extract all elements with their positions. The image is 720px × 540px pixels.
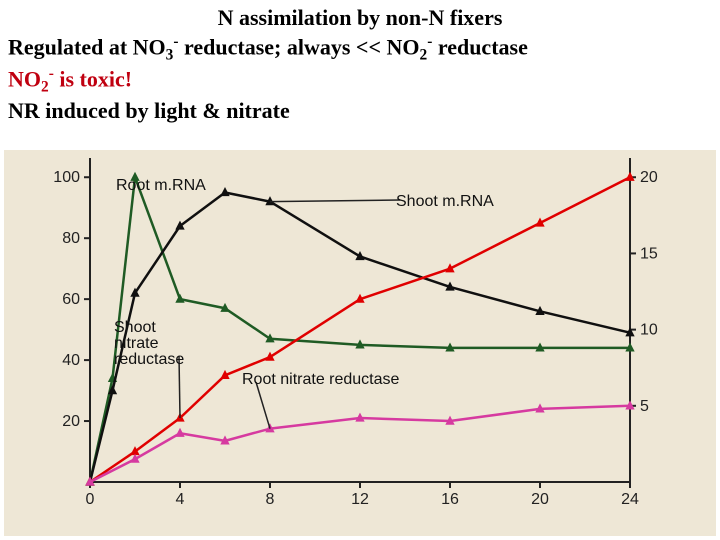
header-line-3: NO2- is toxic!: [8, 64, 712, 97]
svg-text:40: 40: [62, 352, 80, 369]
svg-text:24: 24: [621, 491, 639, 508]
svg-text:4: 4: [176, 491, 185, 508]
svg-text:15: 15: [640, 245, 658, 262]
header-line-2: Regulated at NO3- reductase; always << N…: [8, 32, 712, 65]
svg-text:20: 20: [62, 413, 80, 430]
svg-text:20: 20: [531, 491, 549, 508]
svg-text:8: 8: [266, 491, 275, 508]
series-label-shoot-nr: Shootnitratereductase: [114, 320, 184, 368]
series-label-root-mrna: Root m.RNA: [116, 178, 206, 194]
chart-svg: 0 4 8 12 16 20 24 20 40 60 80 100 5 10 15 20: [4, 150, 716, 536]
svg-text:0: 0: [86, 491, 95, 508]
chart-container: Relative nitrate reductase m.RNA (%) Nit…: [4, 150, 716, 536]
header-block: N assimilation by non-N fixers Regulated…: [0, 0, 720, 125]
svg-text:100: 100: [53, 169, 80, 186]
header-line-4: NR induced by light & nitrate: [8, 97, 712, 125]
slide-title: N assimilation by non-N fixers: [8, 4, 712, 32]
svg-text:10: 10: [640, 322, 658, 339]
svg-text:20: 20: [640, 169, 658, 186]
svg-text:5: 5: [640, 398, 649, 415]
series-label-root-nr: Root nitrate reductase: [242, 372, 399, 388]
series-label-shoot-mrna: Shoot m.RNA: [396, 194, 494, 210]
svg-text:80: 80: [62, 230, 80, 247]
svg-text:60: 60: [62, 291, 80, 308]
svg-text:12: 12: [351, 491, 369, 508]
svg-text:16: 16: [441, 491, 459, 508]
slide: N assimilation by non-N fixers Regulated…: [0, 0, 720, 540]
